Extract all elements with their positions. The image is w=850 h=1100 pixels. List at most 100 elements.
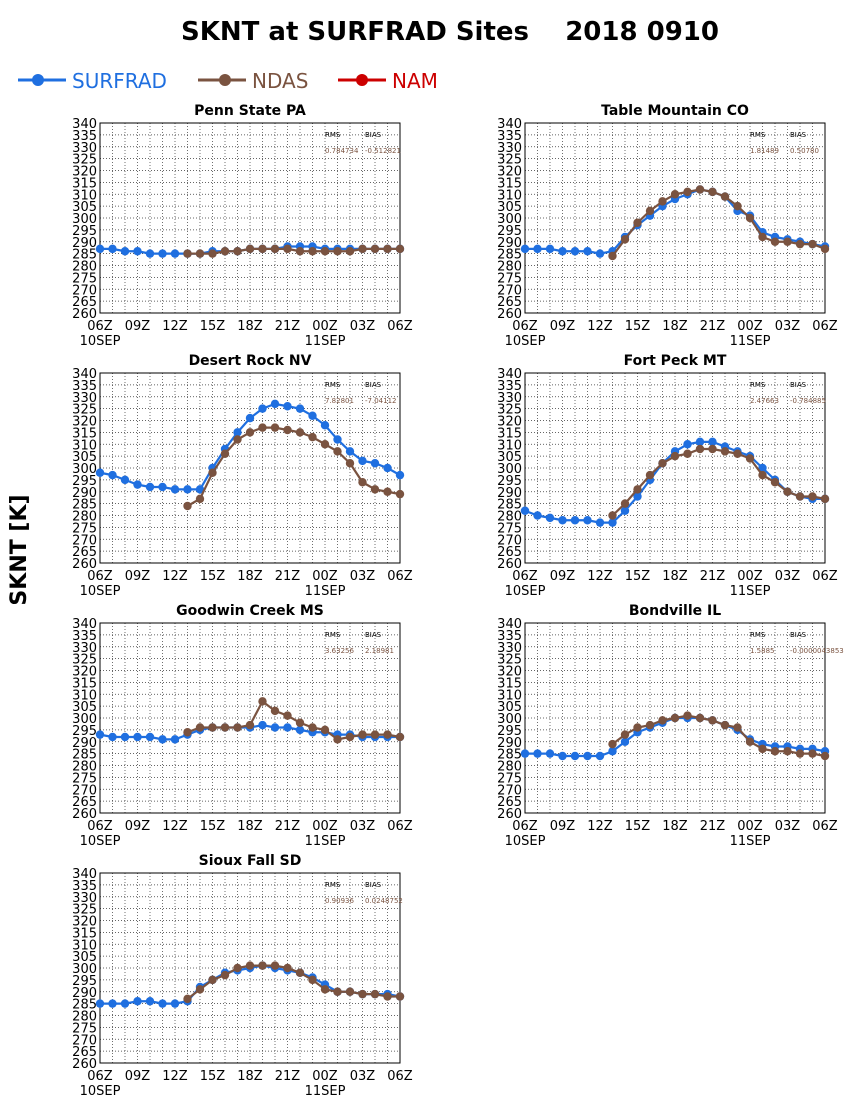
panel-title: Bondville IL xyxy=(629,603,721,619)
y-tick-label: 270 xyxy=(497,283,522,298)
data-point-surfrad xyxy=(95,999,105,1008)
data-point-surfrad xyxy=(620,506,630,515)
y-tick-label: 295 xyxy=(497,724,522,739)
data-point-ndas xyxy=(245,961,255,970)
grid xyxy=(99,622,401,814)
x-tick-label: 12Z xyxy=(587,319,613,334)
data-point-surfrad xyxy=(120,247,130,256)
y-tick-label: 290 xyxy=(72,736,97,751)
rms-header: RMS xyxy=(325,131,341,139)
data-point-surfrad xyxy=(158,482,167,492)
y-tick-label: 315 xyxy=(497,176,522,191)
y-tick-label: 285 xyxy=(497,498,522,513)
y-tick-label: 265 xyxy=(497,295,522,310)
data-point-ndas xyxy=(333,447,342,456)
data-point-ndas xyxy=(245,244,255,254)
x-date-label: 11SEP xyxy=(305,1084,346,1099)
x-tick-label: 09Z xyxy=(125,819,151,834)
panel-title: Sioux Fall SD xyxy=(199,853,302,869)
y-tick-label: 325 xyxy=(72,653,97,668)
y-tick-label: 285 xyxy=(497,748,522,763)
data-point-ndas xyxy=(733,723,742,732)
y-tick-label: 300 xyxy=(497,212,522,227)
panel-bondville-il: Bondville IL2602652702752802852902953003… xyxy=(497,603,844,849)
rms-header: RMS xyxy=(750,381,766,389)
x-tick-label: 00Z xyxy=(312,319,338,334)
data-point-ndas xyxy=(195,985,205,994)
y-tick-label: 320 xyxy=(72,165,97,180)
data-point-ndas xyxy=(258,961,267,970)
data-point-ndas xyxy=(708,187,717,197)
data-point-ndas xyxy=(783,747,792,756)
data-point-ndas xyxy=(283,425,292,435)
data-point-ndas xyxy=(345,732,355,742)
data-point-ndas xyxy=(220,247,230,256)
data-point-surfrad xyxy=(258,404,267,413)
figure-title: SKNT at SURFRAD Sites 2018 0910 xyxy=(181,17,719,47)
data-point-ndas xyxy=(358,730,367,739)
y-tick-label: 260 xyxy=(72,307,97,322)
data-point-ndas xyxy=(320,725,330,735)
y-tick-label: 300 xyxy=(497,712,522,727)
rms-header: RMS xyxy=(325,631,341,639)
data-point-surfrad xyxy=(295,725,305,735)
y-tick-label: 260 xyxy=(497,807,522,822)
x-date-label: 11SEP xyxy=(305,334,346,349)
x-date-label: 10SEP xyxy=(505,584,546,599)
y-tick-label: 310 xyxy=(497,188,522,203)
data-point-ndas xyxy=(795,492,805,501)
data-point-ndas xyxy=(233,247,242,256)
data-point-ndas xyxy=(333,735,342,744)
data-point-ndas xyxy=(208,249,217,258)
data-point-ndas xyxy=(370,730,380,739)
data-point-ndas xyxy=(695,444,705,454)
x-tick-label: 18Z xyxy=(237,319,263,334)
y-tick-label: 335 xyxy=(497,129,522,144)
y-tick-label: 310 xyxy=(497,438,522,453)
x-tick-label: 18Z xyxy=(662,569,688,584)
x-tick-label: 09Z xyxy=(550,819,576,834)
data-point-ndas xyxy=(233,435,242,444)
y-tick-label: 260 xyxy=(497,557,522,572)
panel-fort-peck-mt: Fort Peck MT2602652702752802852902953003… xyxy=(497,353,838,599)
x-tick-label: 00Z xyxy=(737,819,763,834)
y-tick-label: 305 xyxy=(72,950,97,965)
data-point-ndas xyxy=(258,423,267,432)
data-point-ndas xyxy=(308,975,317,985)
data-point-ndas xyxy=(633,218,642,227)
y-tick-label: 305 xyxy=(72,700,97,715)
rms-value: 0.784734 xyxy=(325,147,359,155)
bias-value: -0.784885 xyxy=(790,397,826,405)
x-tick-label: 06Z xyxy=(512,819,538,834)
x-tick-label: 06Z xyxy=(387,1069,413,1084)
y-tick-label: 320 xyxy=(497,165,522,180)
y-tick-label: 300 xyxy=(497,462,522,477)
y-tick-label: 265 xyxy=(72,795,97,810)
legend-item-nam: NAM xyxy=(338,69,438,93)
x-date-label: 10SEP xyxy=(80,334,121,349)
bias-header: BIAS xyxy=(365,631,382,639)
x-date-label: 11SEP xyxy=(305,584,346,599)
y-tick-label: 330 xyxy=(72,391,97,406)
data-point-ndas xyxy=(295,428,305,437)
data-point-ndas xyxy=(345,247,355,256)
data-point-ndas xyxy=(258,697,267,706)
data-point-ndas xyxy=(808,749,817,758)
data-point-ndas xyxy=(770,747,780,756)
y-axis-label: SKNT [K] xyxy=(7,494,32,605)
x-tick-label: 06Z xyxy=(812,569,838,584)
y-tick-label: 265 xyxy=(497,545,522,560)
data-point-surfrad xyxy=(570,247,580,256)
x-tick-label: 06Z xyxy=(512,569,538,584)
y-tick-label: 315 xyxy=(72,176,97,191)
x-tick-label: 03Z xyxy=(350,1069,376,1084)
plot-frame xyxy=(99,872,401,1064)
y-tick-label: 335 xyxy=(72,629,97,644)
data-point-ndas xyxy=(683,711,692,720)
y-tick-label: 315 xyxy=(497,676,522,691)
data-point-ndas xyxy=(783,237,792,246)
y-tick-label: 280 xyxy=(497,760,522,775)
data-point-surfrad xyxy=(758,463,767,473)
data-point-surfrad xyxy=(383,463,392,473)
y-tick-label: 320 xyxy=(72,415,97,430)
